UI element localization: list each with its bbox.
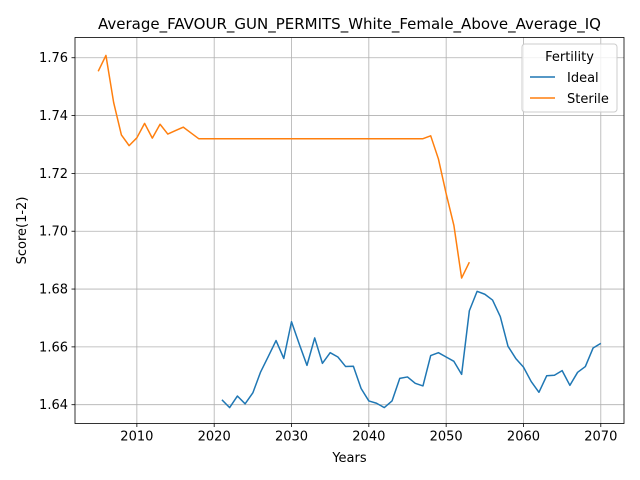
legend: Fertility Ideal Sterile [522, 44, 617, 112]
y-tick-label: 1.72 [39, 167, 68, 182]
x-tick-label: 2060 [507, 430, 540, 445]
chart-title: Average_FAVOUR_GUN_PERMITS_White_Female_… [98, 15, 601, 34]
legend-title: Fertility [545, 50, 594, 65]
x-tick-label: 2040 [352, 430, 385, 445]
x-tick-label: 2030 [275, 430, 308, 445]
y-tick-label: 1.66 [39, 340, 68, 355]
y-tick-label: 1.74 [39, 109, 68, 124]
y-tick-label: 1.64 [39, 398, 68, 413]
y-tick-label: 1.70 [39, 225, 68, 240]
legend-label-ideal: Ideal [567, 71, 599, 86]
x-tick-label: 2020 [198, 430, 231, 445]
x-tick-label: 2070 [584, 430, 617, 445]
x-tick-label: 2010 [120, 430, 153, 445]
y-tick-label: 1.68 [39, 283, 68, 298]
legend-label-sterile: Sterile [567, 92, 609, 107]
x-tick-label: 2050 [430, 430, 463, 445]
y-tick-label: 1.76 [39, 51, 68, 66]
x-axis-label: Years [331, 451, 367, 466]
y-axis-label: Score(1-2) [15, 197, 30, 265]
